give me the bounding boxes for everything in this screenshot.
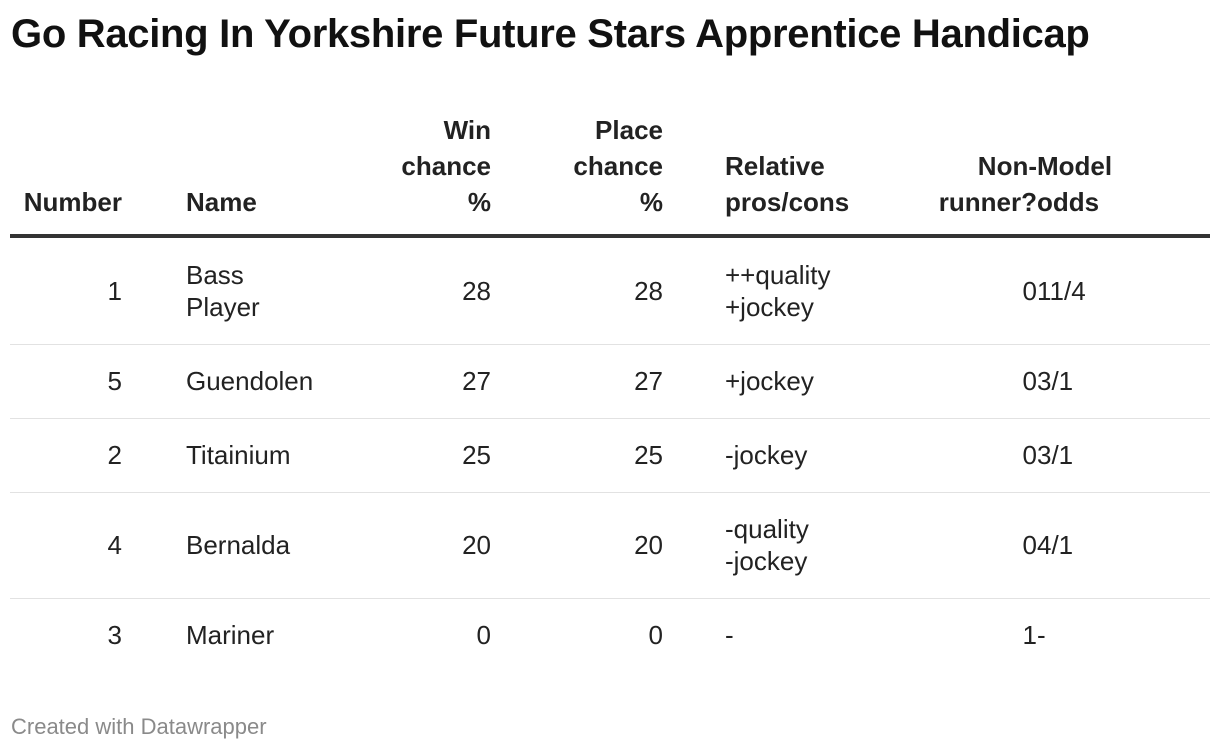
cell-line: - [725,620,734,651]
cell-spacer [122,418,186,493]
cell-place: 20 [491,492,663,599]
table-row: 1 Bass Player 28 28 ++quality +jockey 0 11/4 [10,236,1210,345]
cell-number: 2 [10,418,122,493]
cell-line: Bass [186,259,244,290]
cell-line: pros/cons [725,187,850,217]
cell-line: % [639,187,663,217]
cell-spacer [122,598,186,672]
cell-line: Mariner [186,620,275,651]
cell-nonrunner: 1 [1022,620,1037,651]
cell-line: -quality [725,514,809,544]
cell-win: 25 [304,418,491,493]
credit-footer: Created with Datawrapper [11,714,267,739]
cell-spacer [122,492,186,599]
table-row: 5 Guendolen 27 27 +jockey 0 3/1 [10,344,1210,419]
cell-spacer [663,598,725,672]
column-header-win: Win chance% [304,112,491,238]
cell-win: 27 [304,344,491,419]
cell-odds: - [1037,620,1046,651]
cell-spacer [663,492,725,599]
cell-proscons: -quality -jockey [725,492,901,599]
column-header-place: Place chance% [491,112,663,238]
column-header-name: Name [186,112,304,238]
cell-proscons: ++quality +jockey [725,236,901,345]
cell-line: Non- [977,151,1037,181]
cell-name: Bass Player [186,236,304,345]
table-row: 4 Bernalda 20 20 -quality -jockey 0 4/1 [10,492,1210,599]
cell-line: runner? [938,187,1037,217]
cell-number: 1 [10,236,122,345]
cell-proscons: - [725,598,901,672]
cell-number: 3 [107,620,122,651]
column-header-odds: Model odds [1037,112,1210,238]
cell-line: +jockey [725,291,814,322]
header-spacer [663,112,725,238]
cell-number: 4 [10,492,122,599]
cell-name: Mariner [186,598,304,672]
cell-spacer [663,236,725,345]
cell-spacer [663,418,725,493]
cell-win: 20 [304,492,491,599]
cell-line: Titainium [186,440,291,470]
cell-nonrunner: 0 [901,344,1037,419]
cell-line: Player [186,291,260,322]
cell-spacer [663,344,725,419]
cell-line: +jockey [725,366,814,396]
cell-name: Guendolen [186,344,314,419]
cell-line: Bernalda [186,530,291,560]
cell-name: Bernalda [186,492,304,599]
cell-line: Guendolen [186,366,314,396]
cell-line: chance [401,151,491,181]
cell-nonrunner: 0 [901,418,1037,493]
cell-line: % [467,187,491,217]
header-spacer [122,112,186,238]
cell-line: chance [573,151,663,181]
cell-number: 5 [10,344,122,419]
cell-name: Titainium [186,418,304,493]
cell-odds: 11/4 [1037,236,1210,345]
cell-odds: 3/1 [1037,344,1210,419]
cell-spacer [122,344,186,419]
cell-line: Number [23,187,122,217]
cell-line: Win [443,115,491,145]
cell-line: Name [186,187,257,217]
cell-line: -jockey [725,440,808,470]
chart-title: Go Racing In Yorkshire Future Stars Appr… [11,12,1090,56]
column-header-nonrunner: Non-runner? [901,112,1037,238]
cell-odds: 3/1 [1037,418,1210,493]
cell-win: 28 [304,236,491,345]
header-row: Number Name Win chance% Place chance% Relative… [10,112,1210,238]
cell-nonrunner: 0 [901,492,1037,599]
cell-nonrunner: 0 [901,236,1037,345]
cell-line: Relative [725,151,825,181]
cell-line: Place [595,115,663,145]
cell-line: -jockey [725,546,808,576]
cell-place: 27 [491,344,663,419]
cell-place: 0 [648,620,663,651]
cell-line: ++quality [725,259,831,290]
cell-line: odds [1037,187,1100,217]
table-row: 3 Mariner 0 0-1- [10,598,1210,672]
column-header-proscons: Relative pros/cons [725,112,901,238]
cell-place: 28 [491,236,663,345]
cell-place: 25 [491,418,663,493]
cell-spacer [122,236,186,345]
cell-proscons: +jockey [725,344,901,419]
cell-proscons: -jockey [725,418,901,493]
column-header-number: Number [10,112,122,238]
race-table: Number Name Win chance% Place chance% Relative… [10,112,1210,672]
cell-line: Model [1037,151,1113,181]
cell-win: 0 [476,620,491,651]
table-row: 2 Titainium 25 25 -jockey 0 3/1 [10,418,1210,493]
cell-odds: 4/1 [1037,492,1210,599]
